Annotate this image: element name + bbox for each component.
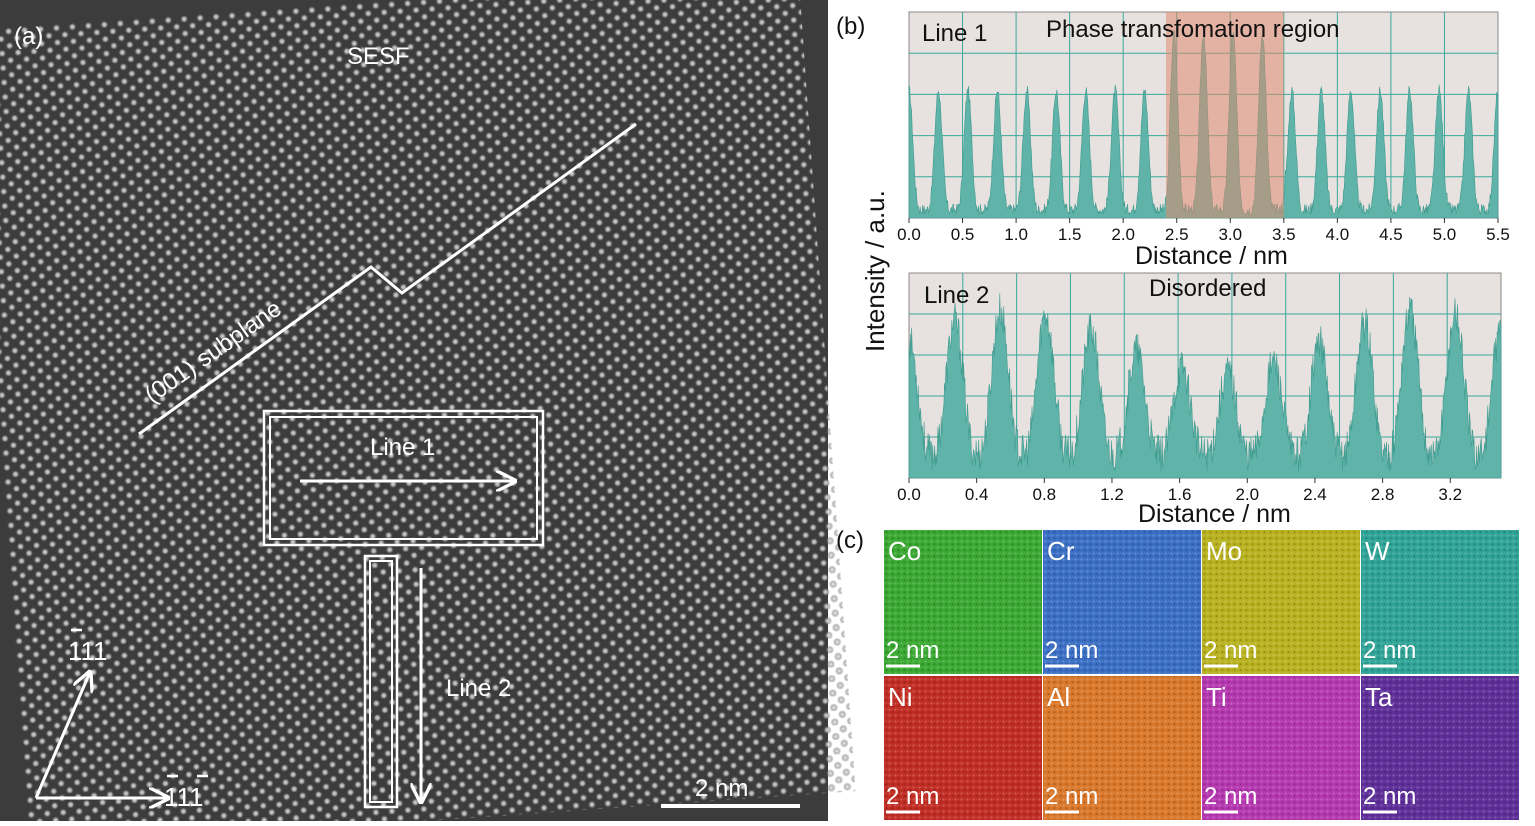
panel-b: (b) Intensity / a.u. 0.0 0.5 1.0 1.5 2.0 2.5 3… (836, 11, 1510, 528)
x-tick-label: 2.5 (1165, 225, 1189, 244)
x-tick-label: 2.4 (1303, 485, 1327, 504)
x-tick-label: 0.5 (951, 225, 975, 244)
chart2-series-label: Line 2 (924, 282, 989, 309)
line1-box (262, 409, 545, 547)
phase-transformation-highlight (1166, 12, 1284, 218)
eds-map-texture (1361, 530, 1519, 674)
x-tick-label: 1.5 (1058, 225, 1082, 244)
eds-map-texture (1202, 676, 1360, 820)
eds-scale-label: 2 nm (1045, 637, 1098, 664)
line1-profile-chart: 0.0 0.5 1.0 1.5 2.0 2.5 3.0 3.5 4.0 4.5 5.0 5.5 Lin… (897, 11, 1510, 270)
x-tick-label: 2.8 (1371, 485, 1395, 504)
x-tick-label: 0.4 (965, 485, 989, 504)
eds-element-label: W (1365, 536, 1390, 566)
line2-box (363, 554, 399, 809)
x-tick-label: 0.8 (1032, 485, 1056, 504)
eds-map-ti: Ti 2 nm (1202, 676, 1360, 820)
x-tick-label: 3.2 (1438, 485, 1462, 504)
eds-map-texture (884, 530, 1042, 674)
eds-scale-label: 2 nm (1363, 637, 1416, 664)
dir-up-label: 111 (68, 636, 108, 666)
eds-scale-label: 2 nm (1204, 637, 1257, 664)
x-tick-label: 2.0 (1235, 485, 1259, 504)
dir-up-arrow (34, 672, 90, 799)
eds-element-label: Ta (1365, 682, 1393, 712)
line1-label: Line 1 (370, 434, 435, 461)
panel-c-label: (c) (836, 527, 864, 554)
line2-intensity-area (908, 293, 1502, 479)
subplane-path (138, 122, 637, 436)
eds-element-label: Mo (1206, 536, 1242, 566)
x-tick-label: 2.0 (1111, 225, 1135, 244)
eds-map-texture (1202, 530, 1360, 674)
eds-map-ni: Ni 2 nm (884, 676, 1042, 820)
x-tick-label: 1.6 (1168, 485, 1192, 504)
line2-profile-chart: 0.0 0.4 0.8 1.2 1.6 2.0 2.4 2.8 3.2 Line 2 Disor… (897, 272, 1502, 528)
x-tick-label: 1.0 (1004, 225, 1028, 244)
eds-scale-label: 2 nm (1204, 783, 1257, 810)
x-tick-label: 4.5 (1379, 225, 1403, 244)
x-tick-label: 3.5 (1272, 225, 1296, 244)
eds-map-texture (1043, 530, 1201, 674)
scale-bar-label: 2 nm (695, 775, 748, 802)
x-tick-label: 3.0 (1218, 225, 1242, 244)
dir-right-label: 111 (164, 782, 204, 812)
x-tick-label: 5.5 (1486, 225, 1510, 244)
chart1-series-label: Line 1 (922, 20, 987, 47)
eds-map-cr: Cr 2 nm (1043, 530, 1201, 674)
sesf-label: SESF (347, 43, 410, 70)
eds-scale-label: 2 nm (886, 637, 939, 664)
eds-element-label: Ni (888, 682, 913, 712)
panel-b-label: (b) (836, 13, 865, 40)
eds-scale-label: 2 nm (886, 783, 939, 810)
x-tick-label: 4.0 (1326, 225, 1350, 244)
panel-a: (a) SESF (001) subplane Line 1 Line 2 11… (0, 0, 856, 826)
eds-map-texture (1043, 676, 1201, 820)
chart1-x-axis-label: Distance / nm (1135, 242, 1288, 270)
eds-scale-label: 2 nm (1045, 783, 1098, 810)
x-tick-label: 5.0 (1433, 225, 1457, 244)
eds-map-w: W 2 nm (1361, 530, 1519, 674)
eds-map-al: Al 2 nm (1043, 676, 1201, 820)
eds-map-co: Co 2 nm (884, 530, 1042, 674)
disordered-label: Disordered (1149, 275, 1266, 302)
eds-element-label: Cr (1047, 536, 1075, 566)
y-axis-label: Intensity / a.u. (860, 190, 890, 352)
panel-a-label: (a) (14, 23, 43, 50)
x-tick-label: 0.0 (897, 225, 921, 244)
chart2-x-axis-label: Distance / nm (1138, 500, 1291, 528)
x-tick-label: 1.2 (1100, 485, 1124, 504)
line2-label: Line 2 (446, 675, 511, 702)
phase-region-label: Phase transfomation region (1046, 16, 1340, 43)
eds-scale-label: 2 nm (1363, 783, 1416, 810)
eds-element-label: Ti (1206, 682, 1227, 712)
eds-element-label: Al (1047, 682, 1070, 712)
eds-map-texture (884, 676, 1042, 820)
eds-map-mo: Mo 2 nm (1202, 530, 1360, 674)
eds-map-ta: Ta 2 nm (1361, 676, 1519, 820)
x-tick-label: 0.0 (897, 485, 921, 504)
eds-map-texture (1361, 676, 1519, 820)
eds-element-label: Co (888, 536, 921, 566)
